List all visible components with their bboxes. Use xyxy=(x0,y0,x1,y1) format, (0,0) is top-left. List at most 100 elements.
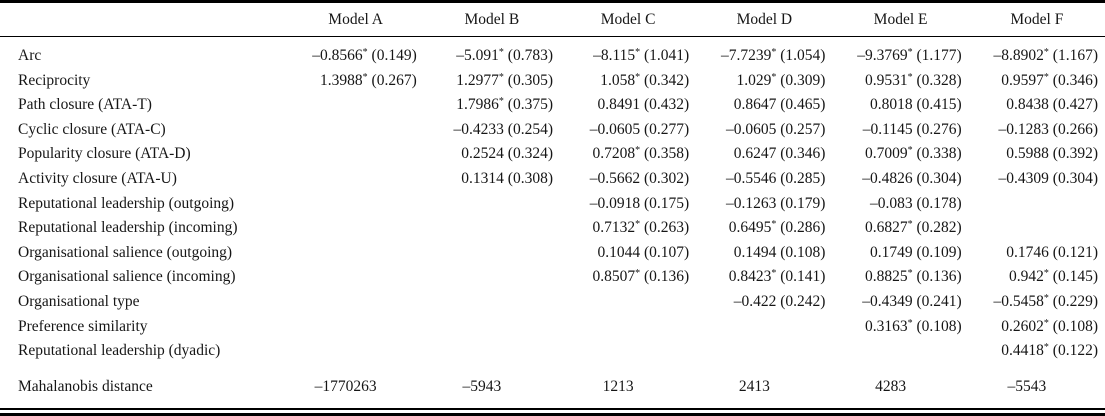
estimate-value: 0.8825 xyxy=(864,268,908,286)
significance-asterisk: * xyxy=(1043,342,1049,354)
estimate-value: 0.4418 xyxy=(1001,342,1044,360)
coefficient-cell: 0.9531* (0.328) xyxy=(832,69,968,94)
standard-error: (0.109) xyxy=(916,243,962,261)
coefficient-cell: 0.8491 (0.432) xyxy=(560,93,696,118)
row-label: Organisational salience (incoming) xyxy=(18,268,236,286)
coefficient-cell: 0.7132* (0.263) xyxy=(560,216,696,241)
standard-error: (1.167) xyxy=(1052,47,1098,64)
standard-error: (0.136) xyxy=(644,268,690,286)
coefficient-cell: 0.1314 (0.308) xyxy=(424,167,560,192)
significance-asterisk: * xyxy=(907,268,913,280)
empty-cell xyxy=(288,142,424,167)
significance-asterisk: * xyxy=(498,96,504,108)
empty-cell xyxy=(288,339,424,364)
coefficient-cell: –0.4233 (0.254) xyxy=(424,118,560,143)
row-label: Mahalanobis distance xyxy=(18,377,153,395)
estimate-value: 0.8507 xyxy=(592,268,636,286)
row-label: Reciprocity xyxy=(18,71,91,89)
standard-error: (1.041) xyxy=(644,47,690,64)
table-row: Reciprocity 1.3988* (0.267) 1.2977* (0.305… xyxy=(0,69,1105,94)
coefficient-cell: 0.2602* (0.108) xyxy=(969,315,1105,340)
significance-asterisk: * xyxy=(1043,268,1049,280)
empty-cell xyxy=(424,265,560,290)
row-label: Reputational leadership (dyadic) xyxy=(18,342,221,360)
coefficient-cell: 0.4418* (0.122) xyxy=(969,339,1105,364)
significance-asterisk: * xyxy=(907,219,913,231)
row-label: Reputational leadership (outgoing) xyxy=(18,194,235,212)
coefficient-cell: –0.422 (0.242) xyxy=(696,290,832,315)
estimate-value: –0.0605 xyxy=(589,120,641,138)
coefficient-cell: –1770263 xyxy=(288,364,424,400)
coefficient-cell: 0.6495* (0.286) xyxy=(696,216,832,241)
estimate-value: –0.4309 xyxy=(998,169,1049,187)
coefficient-cell: –0.5662 (0.302) xyxy=(560,167,696,192)
coefficient-cell: –0.4826 (0.304) xyxy=(832,167,968,192)
coefficient-cell: –7.7239* (1.054) xyxy=(696,37,832,69)
coefficient-cell: 0.8423* (0.141) xyxy=(696,265,832,290)
significance-asterisk: * xyxy=(771,219,777,231)
standard-error: (0.338) xyxy=(916,145,962,163)
estimate-value: 0.6247 xyxy=(733,145,777,163)
table-row: Reputational leadership (outgoing) –0.091… xyxy=(0,192,1105,217)
standard-error: (0.108) xyxy=(1052,317,1098,335)
coefficient-cell: 1.029* (0.309) xyxy=(696,69,832,94)
row-label: Preference similarity xyxy=(18,317,148,335)
estimate-value: 0.9531 xyxy=(864,71,908,89)
estimate-value: 0.2602 xyxy=(1001,317,1044,335)
estimate-value: 0.942 xyxy=(1009,268,1044,286)
standard-error: (0.324) xyxy=(507,145,553,163)
standard-error: (0.179) xyxy=(780,194,826,212)
coefficient-cell: 0.1746 (0.121) xyxy=(969,241,1105,266)
estimate-value: –7.7239 xyxy=(721,47,772,64)
standard-error: (0.241) xyxy=(916,292,962,310)
empty-cell xyxy=(288,265,424,290)
empty-cell xyxy=(969,192,1105,217)
significance-asterisk: * xyxy=(1043,71,1049,83)
table-bottom-rules xyxy=(0,408,1105,416)
coefficient-cell: 0.8647 (0.465) xyxy=(696,93,832,118)
table-bottom-thin-rule xyxy=(0,408,1105,410)
coefficient-cell: –0.0918 (0.175) xyxy=(560,192,696,217)
significance-asterisk: * xyxy=(635,268,641,280)
estimate-value: –0.1283 xyxy=(998,120,1049,138)
table-row: Activity closure (ATA-U) 0.1314 (0.308) –0… xyxy=(0,167,1105,192)
standard-error: (0.141) xyxy=(780,268,826,286)
significance-asterisk: * xyxy=(635,47,641,58)
row-label: Popularity closure (ATA-D) xyxy=(18,145,191,163)
coefficient-cell: –0.0605 (0.257) xyxy=(696,118,832,143)
empty-cell xyxy=(288,315,424,340)
estimate-value: –0.0918 xyxy=(589,194,641,212)
coefficient-cell: –0.8566* (0.149) xyxy=(288,37,424,69)
estimate-value: 1.2977 xyxy=(456,71,499,89)
row-label: Reputational leadership (incoming) xyxy=(18,219,238,237)
standard-error: (0.346) xyxy=(780,145,826,163)
standard-error: (0.121) xyxy=(1052,243,1098,261)
significance-asterisk: * xyxy=(362,47,368,58)
estimate-value: 0.1044 xyxy=(597,243,641,261)
regression-results-table: Model A Model B Model C Model D Model E … xyxy=(0,3,1105,399)
estimate-value: 0.8423 xyxy=(728,268,772,286)
empty-cell xyxy=(424,315,560,340)
table-row: Mahalanobis distance –1770263 –5943 1213 241… xyxy=(0,364,1105,400)
coefficient-cell: –0.5458* (0.229) xyxy=(969,290,1105,315)
estimate-value: –0.1145 xyxy=(862,120,913,138)
row-label: Path closure (ATA-T) xyxy=(18,96,152,114)
standard-error: (0.254) xyxy=(507,120,553,138)
coefficient-cell: 0.8438 (0.427) xyxy=(969,93,1105,118)
significance-asterisk: * xyxy=(498,71,504,83)
coefficient-cell: –9.3769* (1.177) xyxy=(832,37,968,69)
empty-cell xyxy=(696,315,832,340)
standard-error: (0.145) xyxy=(1052,268,1098,286)
empty-cell xyxy=(288,192,424,217)
empty-cell xyxy=(696,339,832,364)
standard-error: (0.432) xyxy=(644,96,690,114)
estimate-value: –0.0605 xyxy=(726,120,777,138)
table-row: Popularity closure (ATA-D) 0.2524 (0.324)… xyxy=(0,142,1105,167)
estimate-value: 0.7009 xyxy=(864,145,908,163)
standard-error: (0.328) xyxy=(916,71,962,89)
standard-error: (0.346) xyxy=(1052,71,1098,89)
coefficient-cell: 1.3988* (0.267) xyxy=(288,69,424,94)
row-label: Organisational salience (outgoing) xyxy=(18,243,233,261)
table-row: Path closure (ATA-T) 1.7986* (0.375) 0.849… xyxy=(0,93,1105,118)
estimate-value: –9.3769 xyxy=(857,47,908,64)
